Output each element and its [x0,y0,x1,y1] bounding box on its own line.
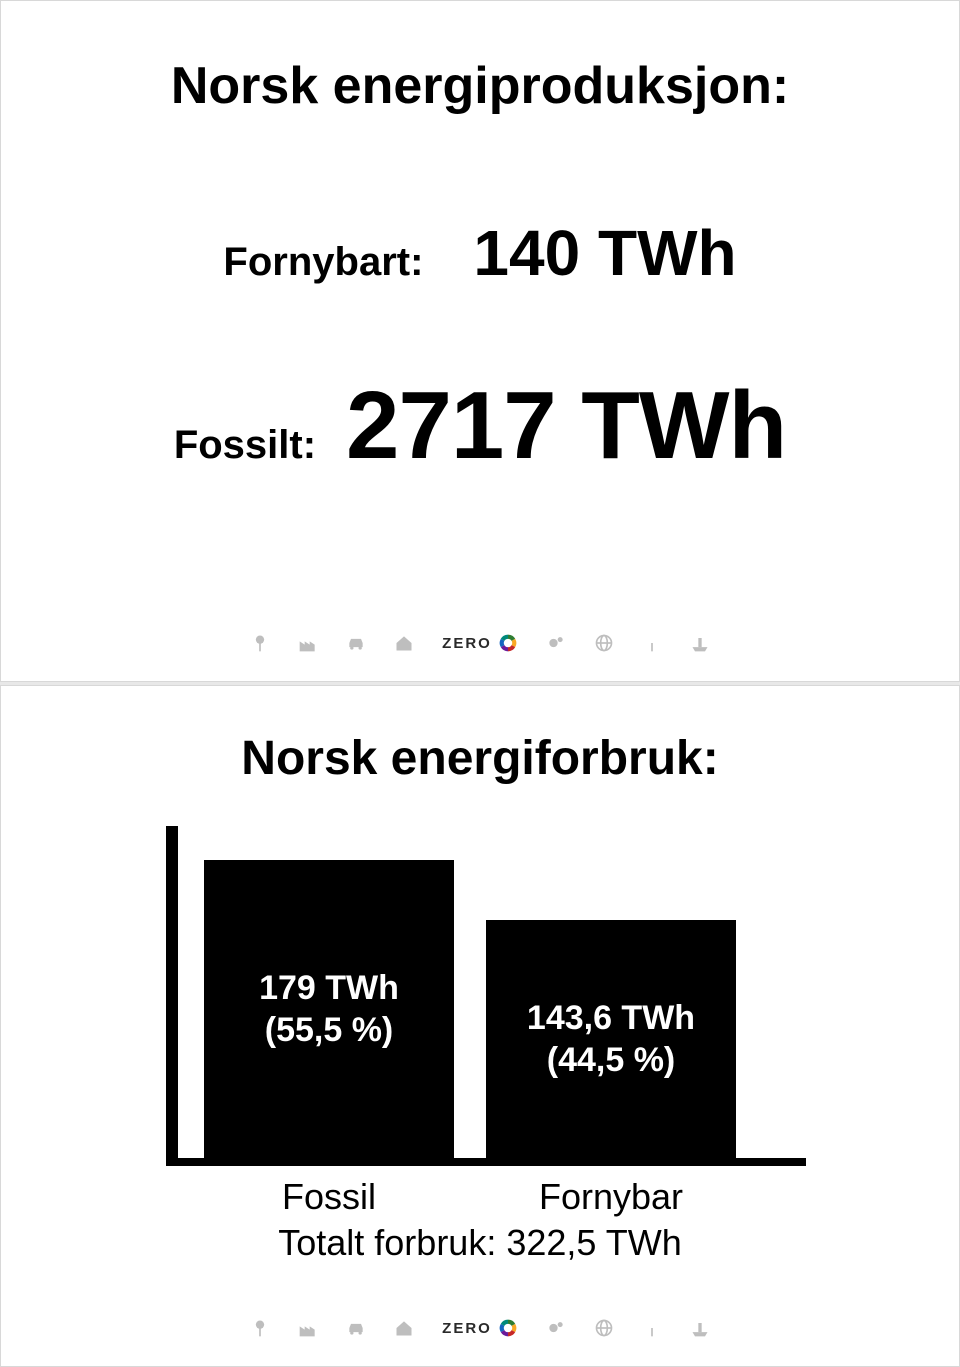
factory-icon [298,633,318,653]
wind-turbine-icon [642,633,662,653]
chart-y-axis [166,826,178,1166]
value-fornybart: 140 TWh [473,216,736,290]
slide-consumption: Norsk energiforbruk: 179 TWh (55,5 %) 14… [0,685,960,1367]
house-icon [394,1318,414,1338]
label-fossilt: Fossilt: [174,423,316,468]
wind-turbine-icon [642,1318,662,1338]
zero-logo-text: ZERO [442,1320,492,1337]
consumption-bar-chart: 179 TWh (55,5 %) 143,6 TWh (44,5 %) [166,826,806,1166]
globe-icon [594,1318,614,1338]
bar-fossil: 179 TWh (55,5 %) [204,860,454,1158]
bar-fornybar-value: 143,6 TWh [527,997,695,1040]
footer-slide2: ZERO [1,1318,959,1338]
slide-production: Norsk energiproduksjon: Fornybart: 140 T… [0,0,960,682]
pin-icon [250,633,270,653]
category-label-fornybar: Fornybar [486,1176,736,1218]
gears-icon [546,1318,566,1338]
house-icon [394,633,414,653]
footer-slide1: ZERO [1,633,959,653]
zero-logo: ZERO [442,1318,518,1338]
car-icon [346,633,366,653]
slide1-title: Norsk energiproduksjon: [1,56,959,116]
category-label-fossil: Fossil [204,1176,454,1218]
ship-icon [690,633,710,653]
chart-x-axis [166,1158,806,1166]
zero-logo-text: ZERO [442,635,492,652]
value-fossilt: 2717 TWh [346,371,786,481]
car-icon [346,1318,366,1338]
bar-fossil-percent: (55,5 %) [265,1009,394,1052]
bar-fornybar-percent: (44,5 %) [547,1039,676,1082]
gears-icon [546,633,566,653]
row-fossilt: Fossilt: 2717 TWh [1,371,959,481]
row-fornybart: Fornybart: 140 TWh [1,216,959,290]
label-fornybart: Fornybart: [223,240,423,285]
ship-icon [690,1318,710,1338]
pin-icon [250,1318,270,1338]
total-consumption-label: Totalt forbruk: 322,5 TWh [1,1222,959,1264]
globe-icon [594,633,614,653]
zero-logo: ZERO [442,633,518,653]
factory-icon [298,1318,318,1338]
slide2-title: Norsk energiforbruk: [1,731,959,786]
zero-ring-icon [498,1318,518,1338]
bar-fornybar: 143,6 TWh (44,5 %) [486,920,736,1158]
zero-ring-icon [498,633,518,653]
bar-fossil-value: 179 TWh [259,967,399,1010]
